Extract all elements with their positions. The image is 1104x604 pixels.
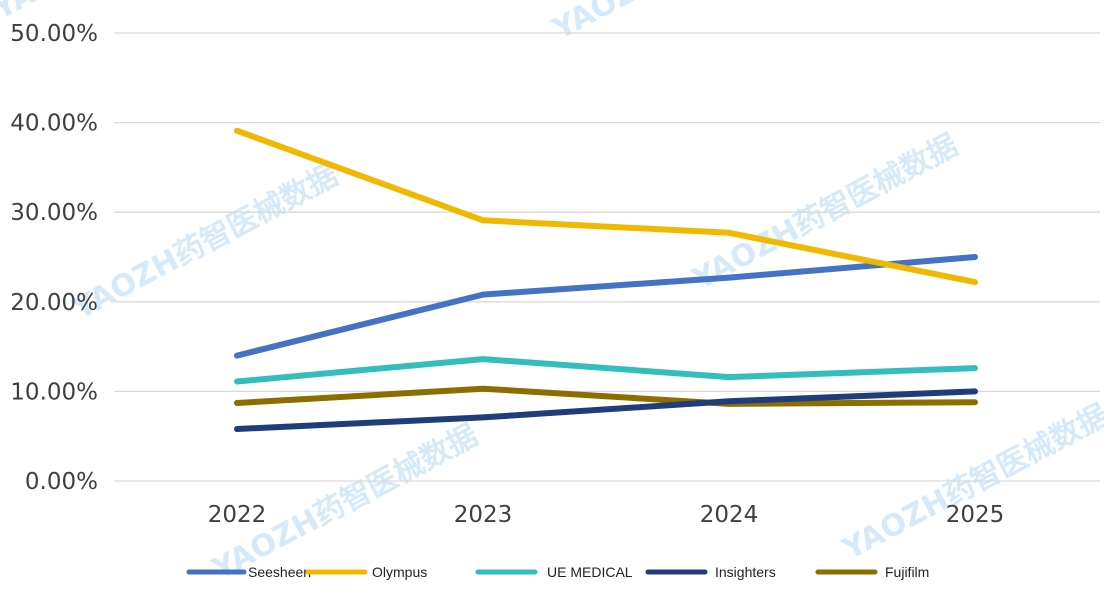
- x-tick-label: 2024: [700, 502, 759, 528]
- legend-item-seesheen: Seesheen: [186, 564, 311, 580]
- legend-label: Seesheen: [248, 564, 311, 580]
- x-tick-label: 2023: [454, 502, 513, 528]
- series-line-fujifilm: [234, 385, 978, 407]
- y-tick-label: 10.00%: [10, 379, 98, 405]
- series-line-ue-medical: [234, 356, 978, 385]
- series-line-olympus: [234, 127, 978, 286]
- legend: Seesheen Olympus UE MEDICAL Insighters Fujif…: [186, 564, 929, 580]
- x-tick-label: 2025: [946, 502, 1005, 528]
- y-axis-ticks: 0.00% 10.00% 20.00% 30.00% 40.00% 50.00%: [10, 21, 98, 495]
- legend-item-insighters: Insighters: [645, 564, 776, 580]
- series-line-insighters: [234, 388, 978, 432]
- y-tick-label: 30.00%: [10, 200, 98, 226]
- watermark-text: YAOZH药智医械数据: [546, 0, 823, 48]
- series-lines: [234, 127, 978, 432]
- legend-label: UE MEDICAL: [547, 564, 633, 580]
- y-tick-label: 20.00%: [10, 290, 98, 316]
- y-tick-label: 40.00%: [10, 111, 98, 137]
- legend-item-fujifilm: Fujifilm: [815, 564, 929, 580]
- series-line-seesheen: [234, 254, 978, 359]
- legend-label: Fujifilm: [885, 564, 929, 580]
- legend-item-olympus: Olympus: [305, 564, 427, 580]
- legend-label: Insighters: [715, 564, 776, 580]
- y-tick-label: 50.00%: [10, 21, 98, 47]
- x-axis-ticks: 2022 2023 2024 2025: [208, 502, 1005, 528]
- x-tick-label: 2022: [208, 502, 267, 528]
- legend-item-ue-medical: UE MEDICAL: [475, 564, 633, 580]
- y-tick-label: 0.00%: [25, 469, 98, 495]
- watermark-text: YAOZH药智医械数据: [836, 398, 1104, 568]
- legend-label: Olympus: [372, 564, 427, 580]
